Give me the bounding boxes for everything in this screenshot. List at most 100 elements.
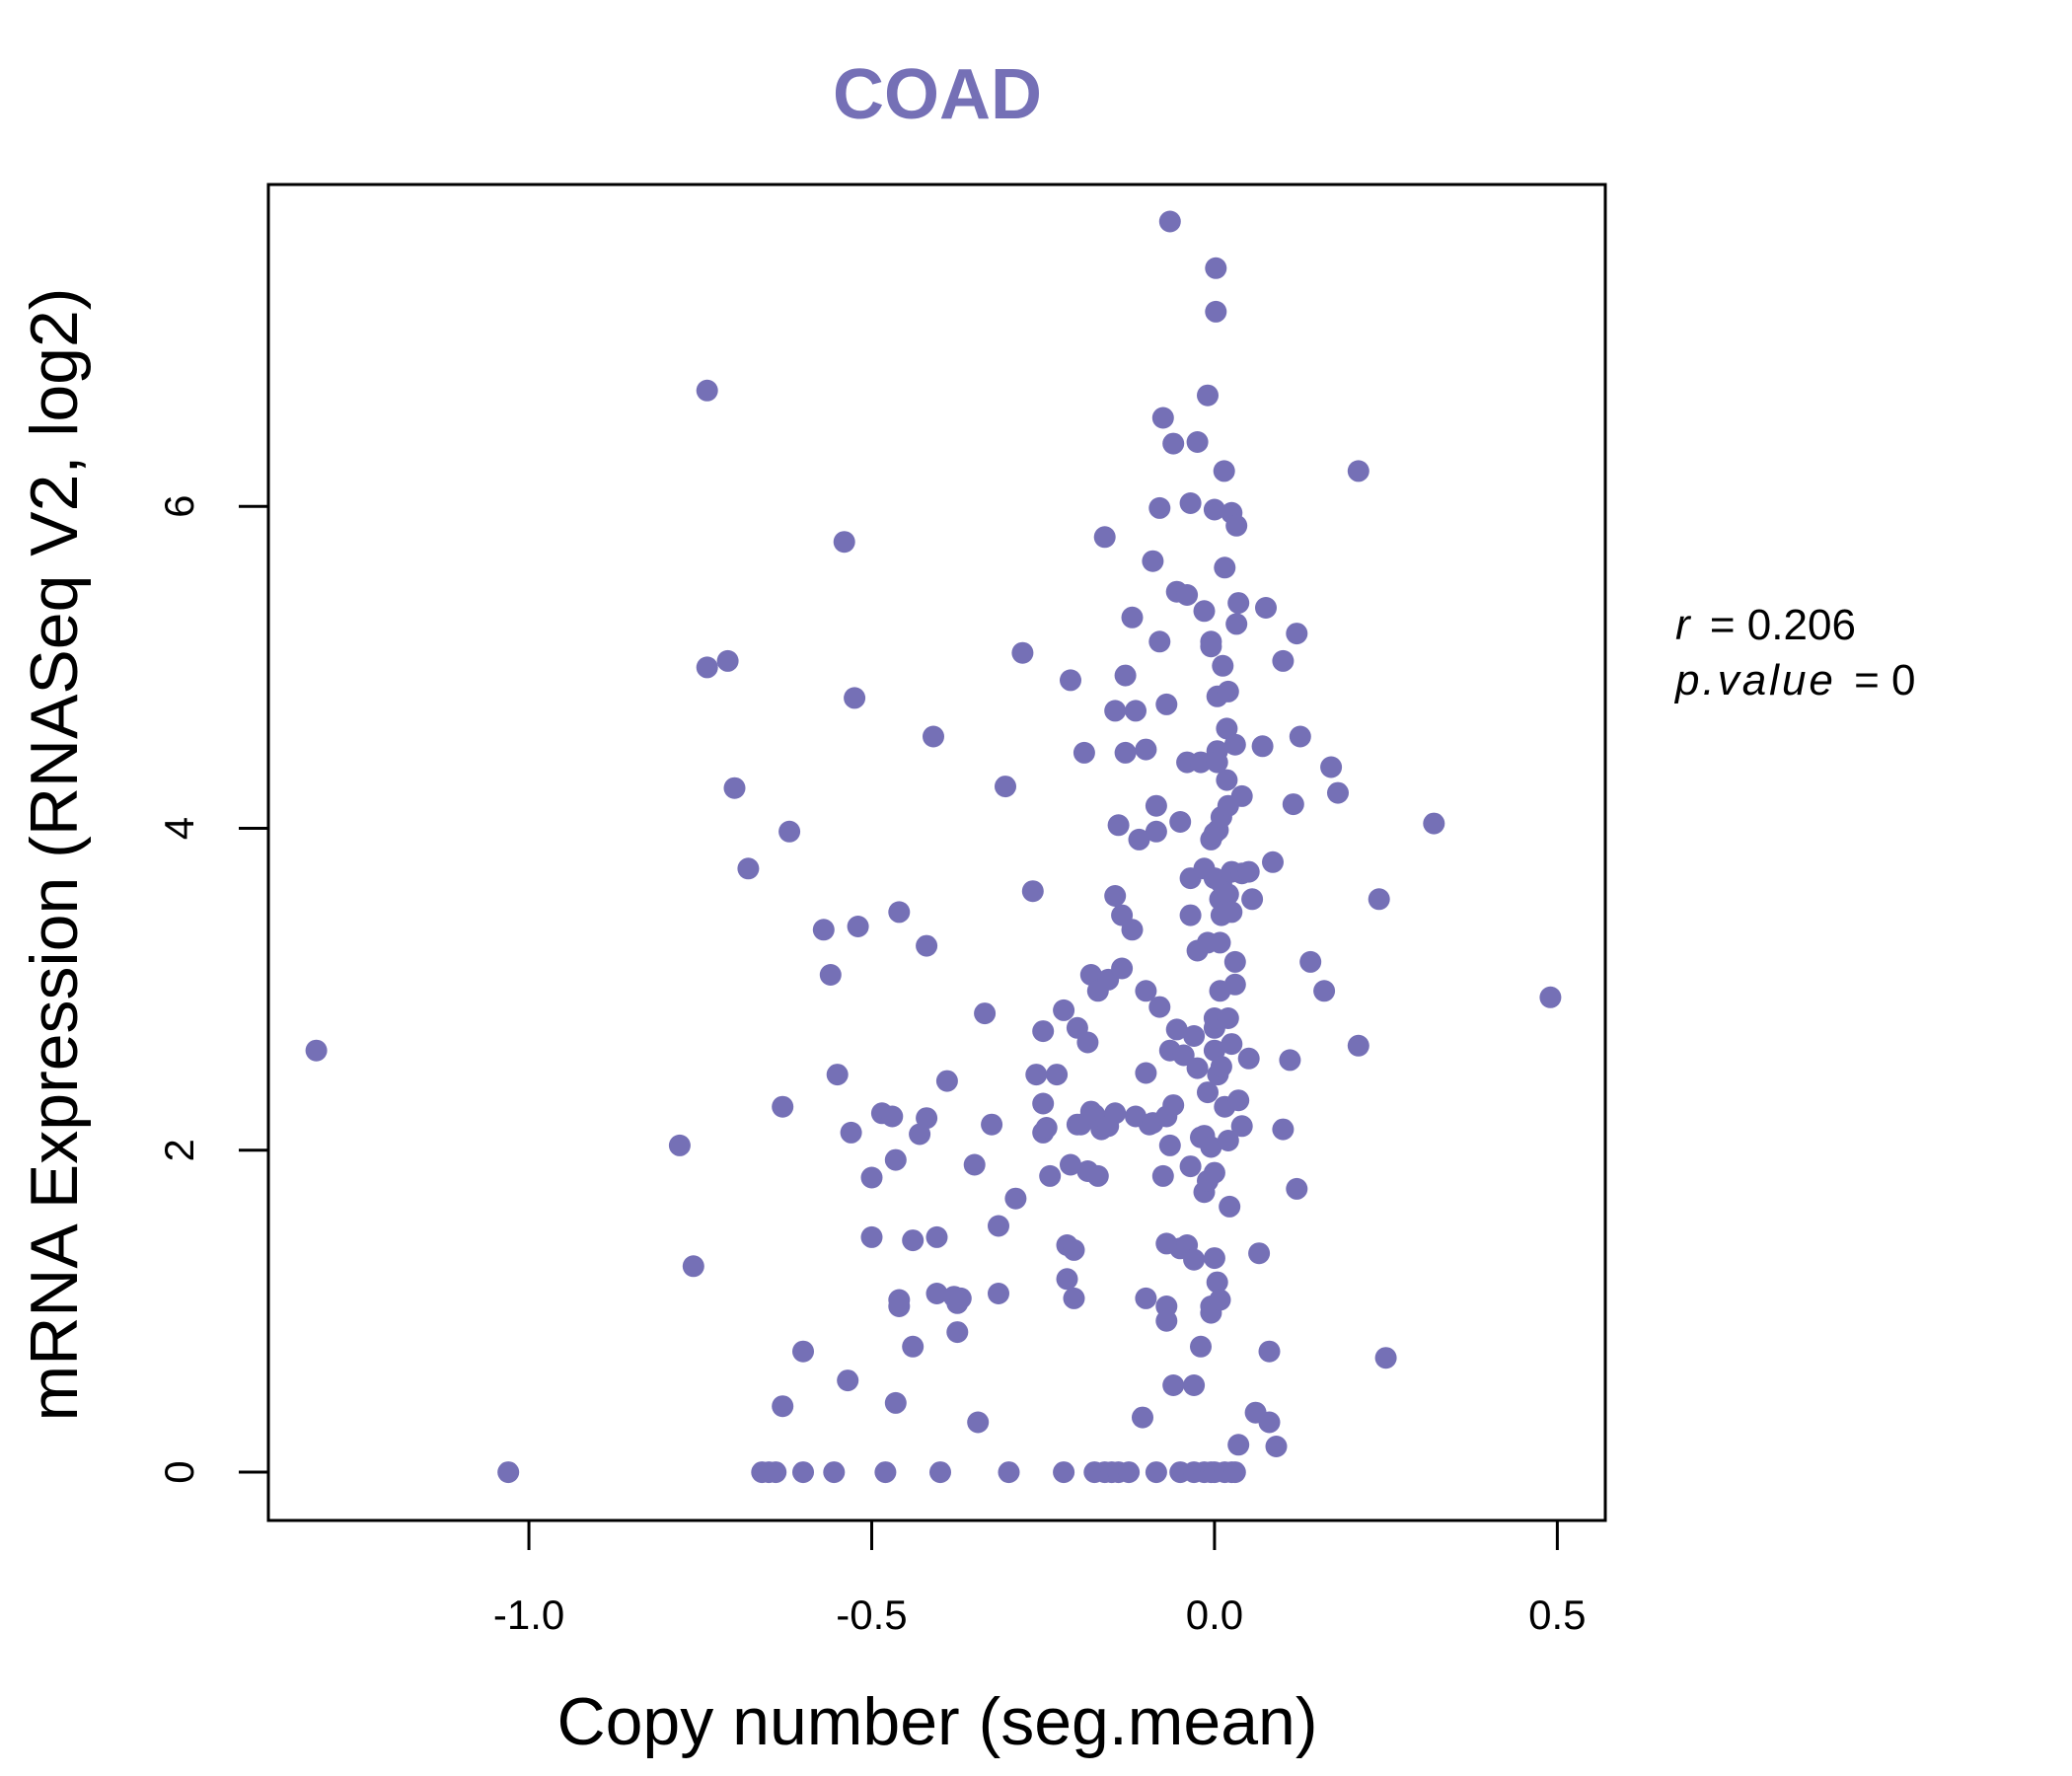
data-point <box>1086 1164 1109 1187</box>
data-point <box>884 1148 907 1171</box>
y-tick-label: 6 <box>156 495 202 518</box>
data-point <box>1179 1155 1202 1178</box>
data-point <box>1217 1130 1239 1151</box>
data-point <box>1118 1461 1141 1484</box>
data-point <box>1053 1461 1075 1484</box>
data-point <box>1223 950 1246 973</box>
data-point <box>772 1395 794 1418</box>
data-point <box>935 1070 958 1092</box>
data-point <box>1203 498 1225 521</box>
data-point <box>1151 407 1174 429</box>
data-point <box>1107 814 1130 837</box>
x-tick-label: 0.5 <box>1528 1591 1586 1638</box>
data-point <box>1230 784 1253 807</box>
data-point <box>1169 811 1192 833</box>
data-point <box>1179 904 1202 926</box>
data-point <box>995 776 1016 798</box>
data-point <box>847 916 869 937</box>
data-point <box>1200 1136 1222 1158</box>
data-point <box>1104 700 1127 722</box>
data-point <box>1265 1436 1288 1457</box>
data-point <box>963 1153 986 1176</box>
data-point <box>1258 1411 1281 1434</box>
data-point <box>1121 606 1144 629</box>
data-point <box>860 1166 883 1189</box>
data-point <box>1145 820 1167 843</box>
data-point <box>1216 769 1238 791</box>
data-point <box>1279 1049 1301 1072</box>
y-tick-label: 4 <box>156 817 202 840</box>
data-point <box>1237 1047 1260 1070</box>
data-point <box>1063 1287 1085 1309</box>
data-point <box>305 1039 328 1062</box>
data-point <box>1183 1374 1206 1396</box>
data-point <box>1073 741 1095 764</box>
data-point <box>772 1095 794 1118</box>
data-point <box>1214 556 1236 579</box>
data-point <box>1135 980 1157 1002</box>
data-point <box>1227 592 1250 615</box>
data-point <box>1368 888 1390 911</box>
data-point <box>1162 432 1185 455</box>
data-point <box>682 1255 704 1278</box>
data-point <box>1114 741 1137 764</box>
data-point <box>1320 756 1343 778</box>
data-point <box>974 1002 997 1025</box>
data-point <box>1186 431 1209 453</box>
data-point <box>837 1369 859 1392</box>
y-tick-label: 2 <box>156 1139 202 1161</box>
data-point <box>792 1340 814 1363</box>
data-point <box>696 656 718 679</box>
data-point <box>1225 613 1248 635</box>
data-point <box>1216 717 1238 740</box>
data-point <box>1221 1033 1243 1056</box>
data-point <box>1213 460 1235 482</box>
data-point <box>1093 526 1116 549</box>
data-point <box>1135 1287 1157 1309</box>
data-point <box>1223 1461 1246 1484</box>
data-point <box>998 1461 1020 1484</box>
data-point <box>1039 1164 1062 1187</box>
y-axis: 0 2 4 6 <box>156 495 268 1484</box>
data-point <box>1035 1117 1058 1139</box>
data-point <box>1151 1164 1174 1187</box>
data-point <box>874 1461 897 1484</box>
data-point <box>812 919 835 941</box>
data-point <box>1212 654 1234 677</box>
data-point <box>792 1461 814 1484</box>
x-tick-label: -1.0 <box>493 1591 564 1638</box>
data-point <box>1193 600 1216 623</box>
data-point <box>888 901 911 924</box>
data-point <box>1104 1102 1127 1125</box>
data-point <box>1230 1115 1253 1138</box>
data-point <box>1313 980 1336 1002</box>
data-point <box>1203 1161 1225 1184</box>
data-point <box>1210 1056 1232 1077</box>
data-point <box>1060 669 1081 692</box>
data-point <box>1056 1268 1078 1291</box>
data-point <box>988 1283 1009 1304</box>
data-point <box>826 1064 849 1086</box>
data-point <box>823 1461 846 1484</box>
data-point <box>723 777 746 799</box>
p-value-value: = 0 <box>1854 656 1915 704</box>
data-point <box>1217 883 1239 906</box>
data-point <box>1158 210 1181 233</box>
r-value: = 0.206 <box>1710 601 1856 649</box>
data-point <box>881 1105 904 1128</box>
data-point <box>1299 950 1322 973</box>
data-point <box>916 934 938 957</box>
data-point <box>1206 751 1228 774</box>
x-tick-label: -0.5 <box>836 1591 907 1638</box>
data-point <box>1200 635 1222 658</box>
data-point <box>1179 492 1202 514</box>
data-point <box>1197 384 1219 407</box>
data-point <box>902 1335 925 1358</box>
x-axis: -1.0 -0.5 0.0 0.5 <box>493 1520 1587 1638</box>
data-point <box>1255 597 1277 619</box>
x-axis-label: Copy number (seg.mean) <box>556 1684 1317 1759</box>
data-point <box>1262 851 1284 873</box>
data-point <box>1176 584 1199 606</box>
data-point <box>1347 460 1369 482</box>
